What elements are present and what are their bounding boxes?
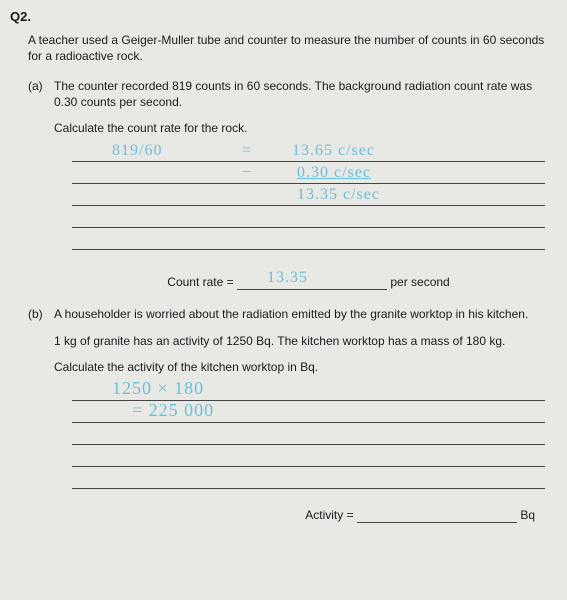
answer-unit: per second bbox=[390, 275, 449, 289]
work-line bbox=[72, 423, 545, 445]
part-a-answer-row: Count rate = 13.35 per second bbox=[72, 272, 545, 290]
handwriting: 13.35 c/sec bbox=[297, 184, 380, 206]
handwriting: = bbox=[242, 140, 252, 162]
handwriting: − bbox=[242, 162, 252, 184]
work-line: 819/60 = 13.65 c/sec bbox=[72, 140, 545, 162]
work-line: = 225 000 bbox=[72, 401, 545, 423]
handwriting: 1250 × 180 bbox=[112, 376, 204, 400]
part-b-answer-row: Activity = Bq bbox=[72, 505, 545, 523]
work-line bbox=[72, 445, 545, 467]
work-line bbox=[72, 467, 545, 489]
work-line: − 0.30 c/sec bbox=[72, 162, 545, 184]
part-b-text3: Calculate the activity of the kitchen wo… bbox=[54, 359, 545, 375]
answer-blank bbox=[357, 505, 517, 523]
work-line: 13.35 c/sec bbox=[72, 184, 545, 206]
part-b-text1: A householder is worried about the radia… bbox=[54, 306, 545, 322]
question-intro: A teacher used a Geiger-Muller tube and … bbox=[28, 32, 545, 64]
handwriting: 0.30 c/sec bbox=[297, 162, 371, 184]
answer-label: Count rate = bbox=[167, 275, 233, 289]
handwriting: 819/60 bbox=[112, 140, 162, 162]
part-b-text2: 1 kg of granite has an activity of 1250 … bbox=[54, 333, 545, 349]
handwriting: 13.65 c/sec bbox=[292, 140, 375, 162]
part-a: (a) The counter recorded 819 counts in 6… bbox=[28, 78, 545, 291]
answer-blank: 13.35 bbox=[237, 272, 387, 290]
handwriting: = 225 000 bbox=[132, 398, 214, 422]
handwriting-answer: 13.35 bbox=[267, 267, 308, 289]
part-b-work-lines: 1250 × 180 = 225 000 bbox=[72, 379, 545, 489]
part-a-text1: The counter recorded 819 counts in 60 se… bbox=[54, 78, 545, 110]
answer-unit: Bq bbox=[520, 508, 535, 522]
part-b-label: (b) bbox=[28, 306, 54, 375]
part-a-text2: Calculate the count rate for the rock. bbox=[54, 120, 545, 136]
question-number: Q2. bbox=[10, 8, 545, 26]
work-line bbox=[72, 228, 545, 250]
part-b: (b) A householder is worried about the r… bbox=[28, 306, 545, 523]
part-a-label: (a) bbox=[28, 78, 54, 137]
answer-label: Activity = bbox=[305, 508, 353, 522]
work-line bbox=[72, 206, 545, 228]
part-a-work-lines: 819/60 = 13.65 c/sec − 0.30 c/sec 13.35 … bbox=[72, 140, 545, 250]
